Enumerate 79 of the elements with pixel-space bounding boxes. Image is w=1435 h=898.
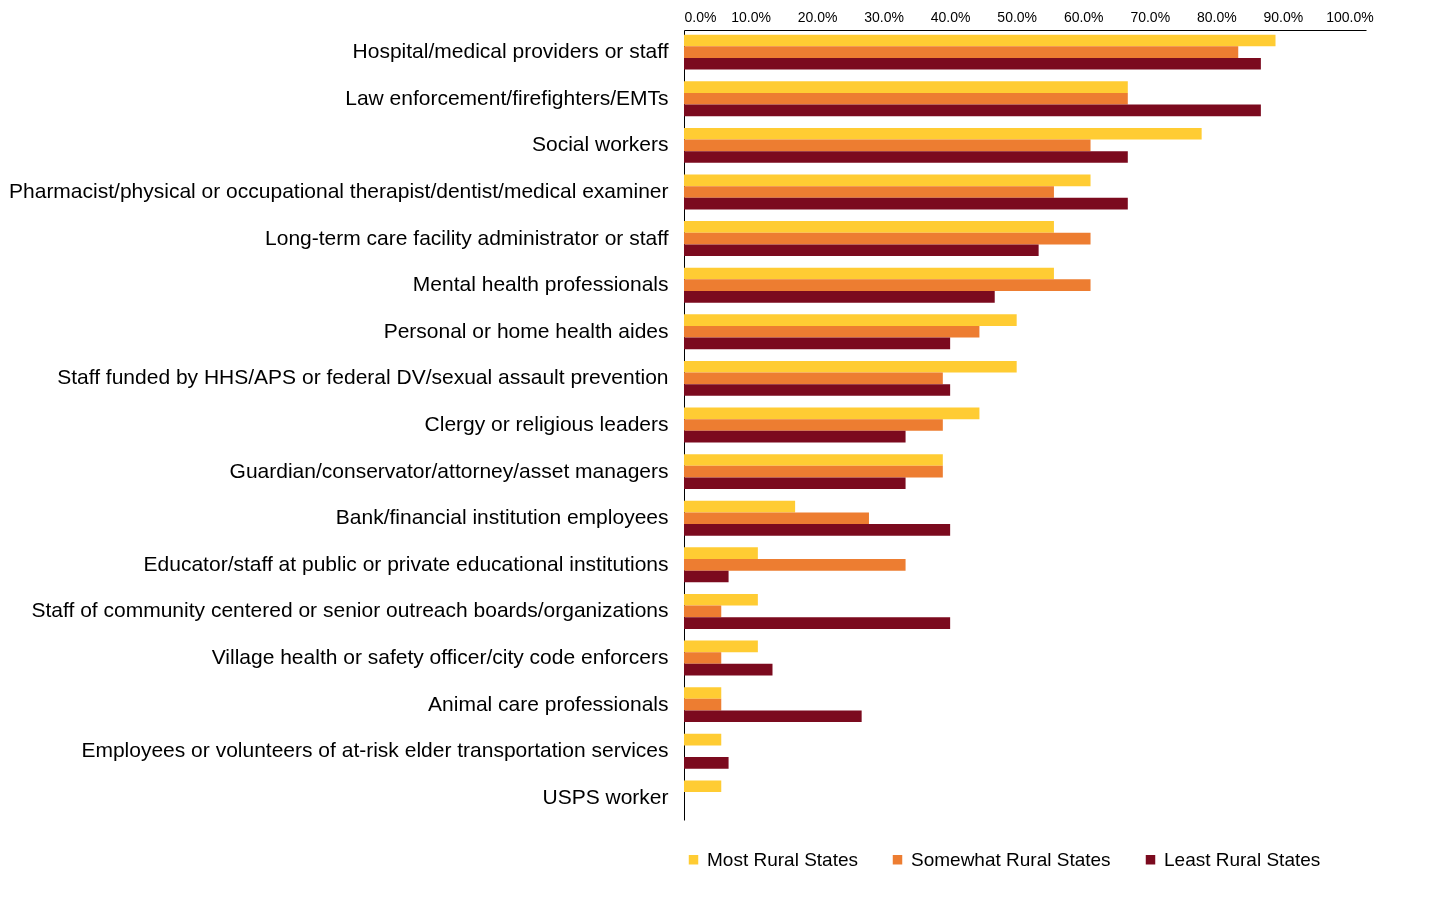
bar [684, 500, 796, 513]
bar [684, 337, 951, 350]
bar [684, 593, 758, 606]
bar [684, 314, 1017, 326]
bar [684, 174, 1091, 187]
bar [684, 104, 1261, 117]
bar [684, 360, 1017, 373]
y-tick-label: Employees or volunteers of at-risk elder transportation services [81, 738, 669, 762]
bar [684, 757, 729, 769]
bar [684, 232, 1091, 245]
bar [684, 687, 722, 699]
bar [684, 221, 1054, 233]
bar [684, 698, 722, 711]
bar [684, 384, 951, 396]
x-tick-label: 60.0% [1063, 8, 1104, 25]
bar [684, 419, 943, 431]
legend-label: Most Rural States [707, 848, 858, 870]
bar [684, 477, 906, 490]
bar [684, 197, 1128, 210]
bar [684, 92, 1128, 105]
bar [684, 652, 722, 664]
legend-label: Somewhat Rural States [911, 848, 1111, 870]
bar [684, 780, 722, 793]
x-tick-label: 10.0% [731, 8, 771, 25]
x-tick-label: 30.0% [864, 8, 904, 25]
bar [684, 186, 1054, 198]
legend-label: Least Rural States [1164, 848, 1321, 870]
x-tick-label: 20.0% [797, 8, 838, 25]
y-tick-label: Personal or home health aides [383, 318, 669, 342]
bar [684, 325, 980, 338]
y-tick-label: Pharmacist/physical or occupational therapist/dentist/medical examiner [9, 178, 669, 202]
y-tick-label: Animal care professionals [428, 691, 669, 715]
bar [684, 524, 951, 536]
bar [684, 663, 773, 676]
x-tick-label: 0.0% [684, 8, 717, 25]
y-tick-label: Staff funded by HHS/APS or federal DV/sexual assault prevention [57, 365, 669, 389]
x-tick-label: 70.0% [1130, 8, 1171, 25]
y-tick-label: Bank/financial institution employees [335, 505, 669, 529]
bar [684, 139, 1091, 152]
y-tick-label: Village health or safety officer/city code enforcers [211, 645, 669, 669]
bar [684, 559, 906, 571]
y-tick-label: Staff of community centered or senior outreach boards/organizations [31, 598, 669, 622]
y-tick-label: USPS worker [542, 784, 669, 808]
bar [684, 81, 1128, 93]
y-tick-label: Clergy or religious leaders [424, 412, 669, 435]
y-tick-label: Social workers [531, 132, 669, 156]
bar [684, 640, 758, 653]
bar [684, 372, 943, 385]
bar [684, 46, 1239, 58]
x-tick-label: 90.0% [1263, 8, 1304, 25]
bar [684, 430, 906, 443]
bar [684, 570, 729, 583]
bar [684, 512, 869, 525]
y-tick-label: Law enforcement/firefighters/EMTs [345, 85, 669, 109]
bar [684, 465, 943, 478]
bar [684, 547, 758, 559]
bar [684, 57, 1261, 70]
y-tick-label: Long-term care facility administrator or staff [265, 225, 669, 249]
bar [684, 617, 951, 629]
bar [684, 279, 1091, 291]
bar [684, 267, 1054, 280]
bar [684, 151, 1128, 163]
bar [684, 34, 1276, 47]
bar [684, 127, 1202, 140]
bar [684, 733, 722, 746]
y-tick-label: Mental health professionals [412, 272, 669, 296]
bar [684, 605, 722, 618]
bar [684, 291, 995, 303]
x-tick-label: 80.0% [1196, 8, 1237, 25]
bar [684, 454, 943, 466]
y-tick-label: Guardian/conservator/attorney/asset managers [229, 458, 669, 482]
bar [684, 710, 862, 723]
y-tick-label: Educator/staff at public or private educational institutions [143, 551, 669, 575]
bar [684, 407, 980, 420]
x-tick-label: 40.0% [930, 8, 971, 25]
bar [684, 244, 1039, 257]
y-tick-label: Hospital/medical providers or staff [352, 39, 669, 63]
x-tick-label: 100.0% [1326, 8, 1374, 25]
x-tick-label: 50.0% [997, 8, 1038, 25]
